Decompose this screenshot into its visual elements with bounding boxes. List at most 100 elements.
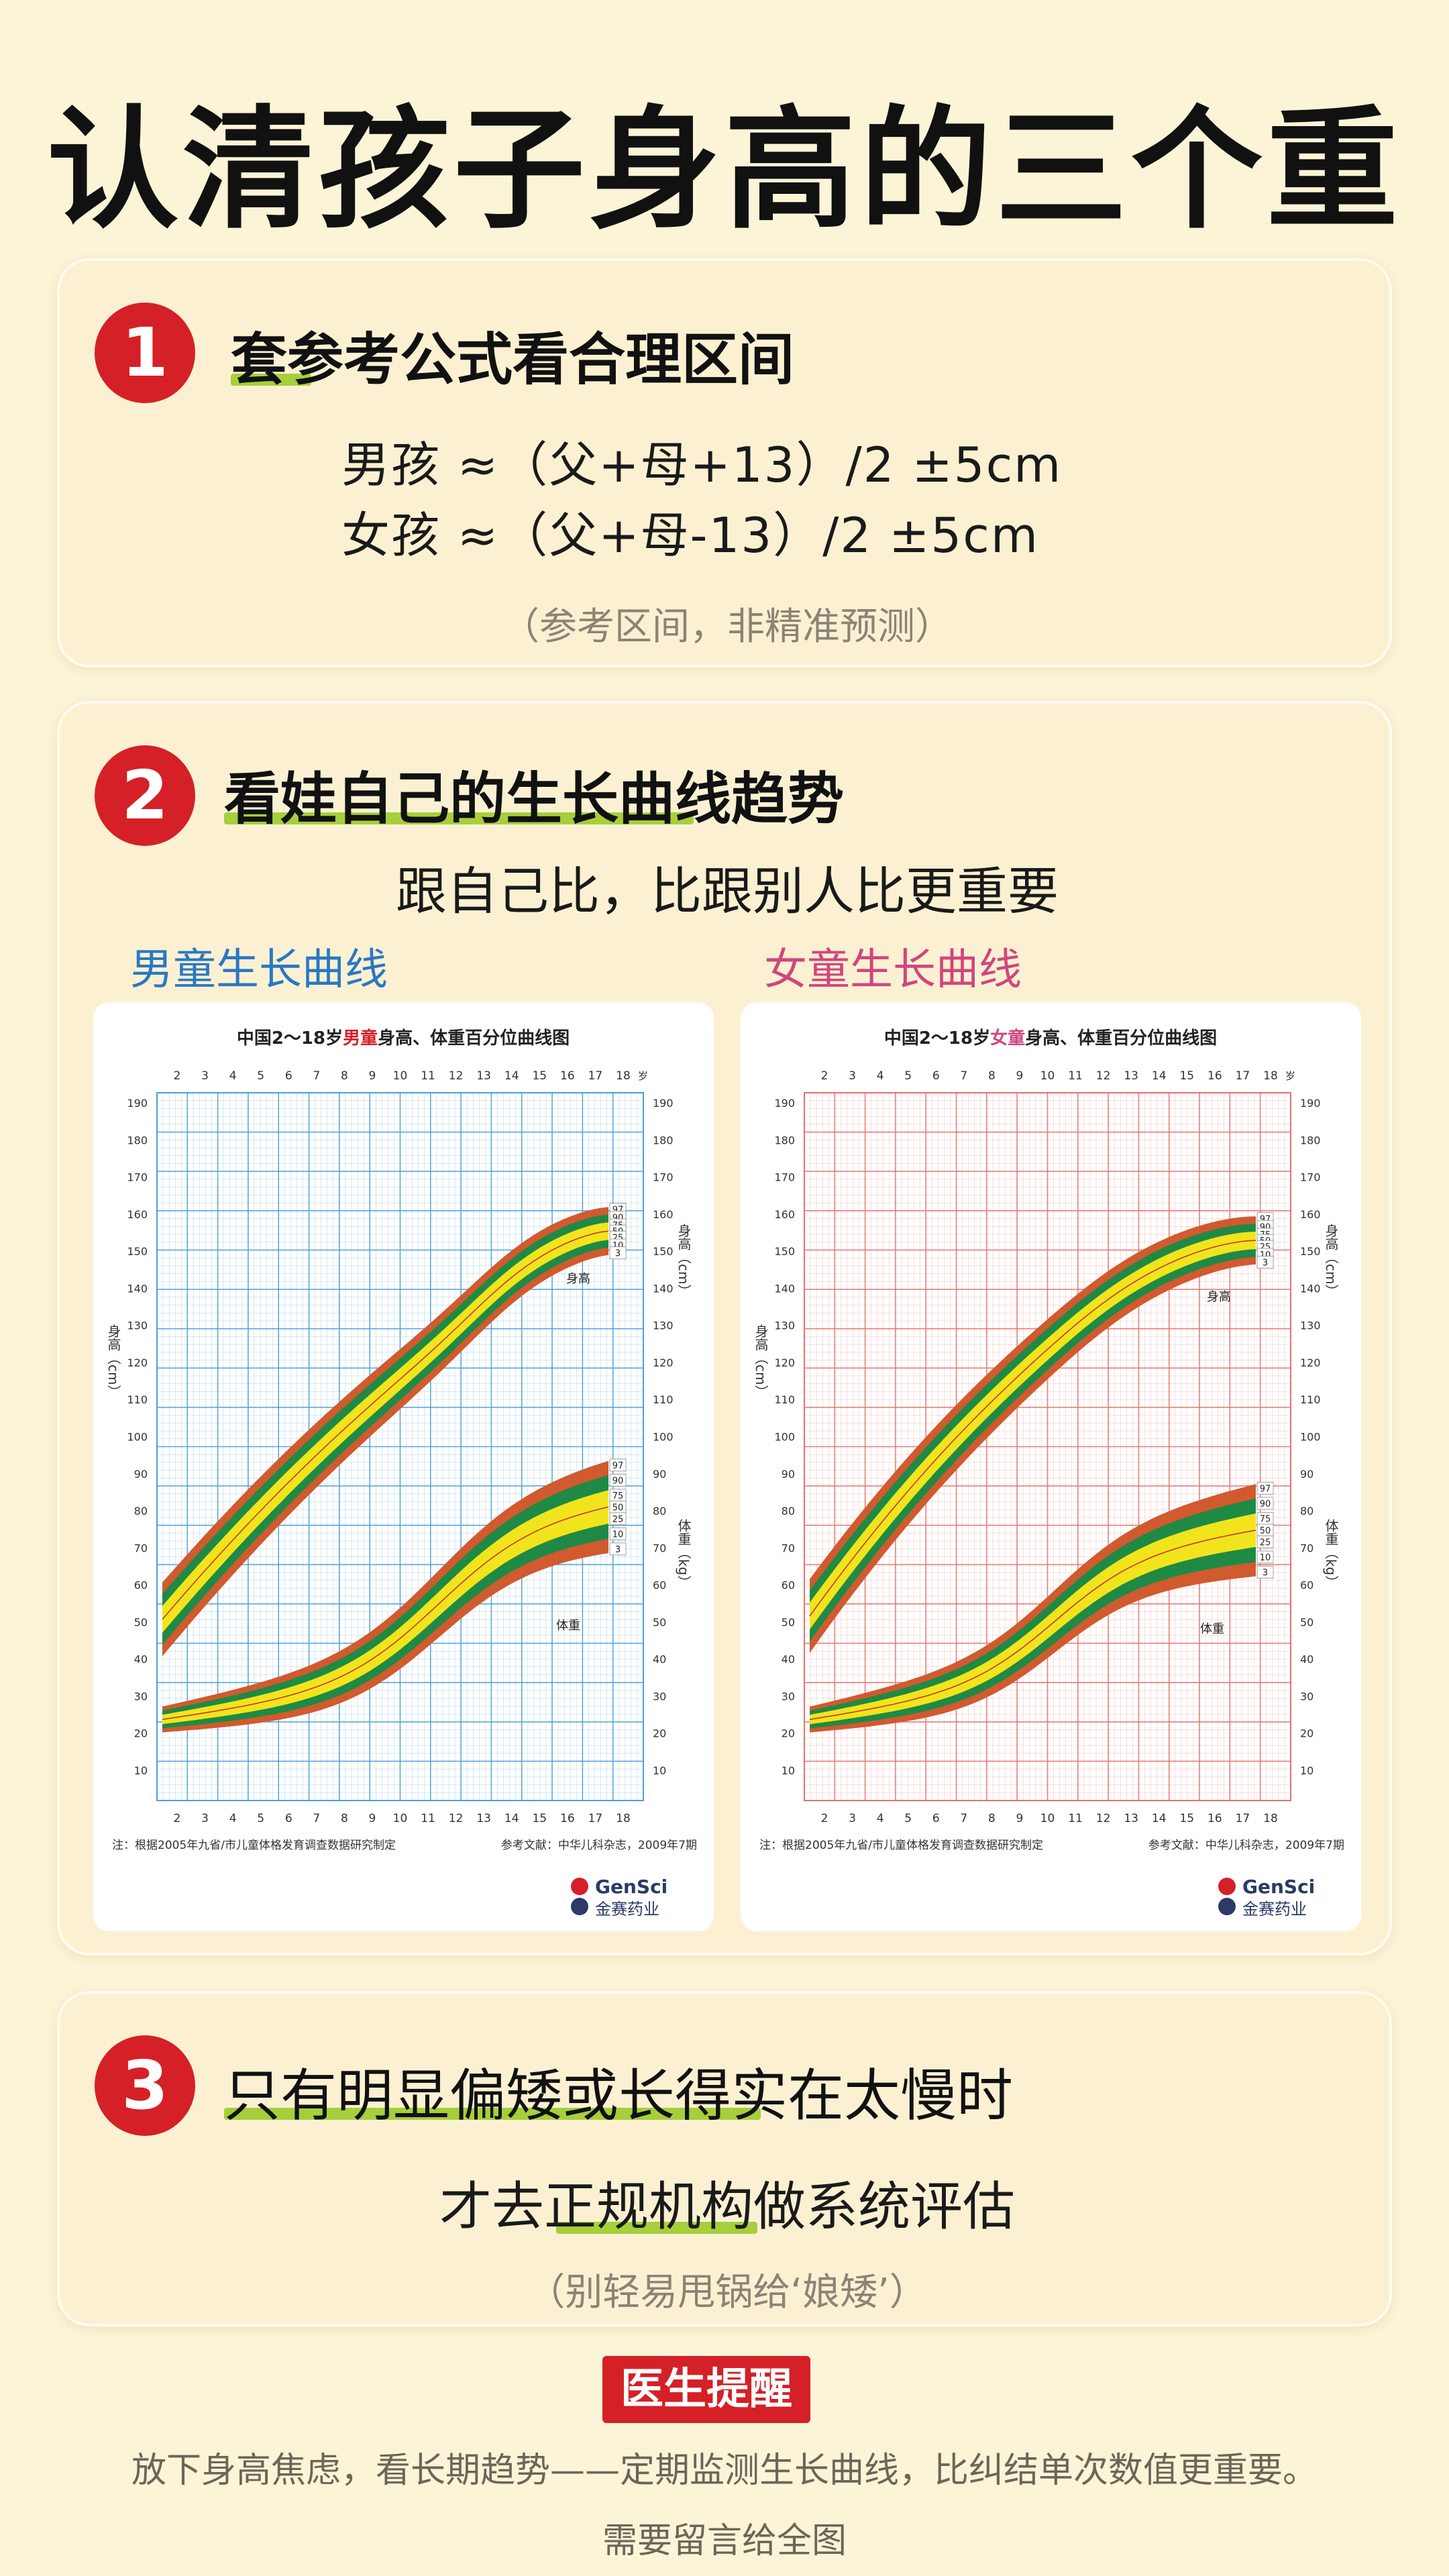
percentile-band-mid	[162, 1214, 608, 1645]
logo-text-cn: 金赛药业	[1242, 1900, 1307, 1919]
height-tick-left: 60	[134, 1579, 148, 1592]
height-tick-left: 60	[782, 1579, 795, 1592]
age-tick-top: 6	[285, 1069, 292, 1083]
height-tick-right: 80	[653, 1505, 666, 1517]
percentile-label: 25	[612, 1515, 624, 1525]
age-tick-bottom: 14	[1152, 1812, 1167, 1825]
height-tick-left: 80	[782, 1505, 795, 1517]
height-tick-left: 180	[774, 1134, 795, 1146]
doctor-reminder-text: 放下身高焦虑，看长期趋势——定期监测生长曲线，比纠结单次数值更重要。	[131, 2451, 1318, 2491]
height-tick-left: 40	[782, 1653, 795, 1666]
age-tick-top: 17	[1236, 1069, 1250, 1083]
doctor-reminder-badge: 医生提醒	[602, 2356, 810, 2423]
age-tick-top: 2	[174, 1069, 181, 1083]
formula-boy: 男孩 ≈（父+母+13）/2 ±5cm	[341, 437, 1063, 493]
height-tick-right: 170	[1300, 1171, 1321, 1184]
height-tick-left: 10	[782, 1764, 795, 1777]
age-tick-top: 10	[1040, 1069, 1055, 1083]
height-tick-right: 130	[653, 1320, 674, 1332]
height-tick-left: 100	[127, 1431, 148, 1444]
height-tick-right: 90	[653, 1468, 666, 1481]
section-3-card: 3 只有明显偏矮或长得实在太慢时 才去正规机构做系统评估 （别轻易甩锅给‘娘矮’…	[57, 1991, 1392, 2326]
height-tick-right: 100	[1300, 1431, 1321, 1444]
height-tick-right: 180	[1300, 1134, 1321, 1146]
section-3-underline-1	[224, 2108, 761, 2120]
age-tick-bottom: 10	[393, 1812, 408, 1825]
axis-title-right: 身高（cm）	[1323, 1224, 1339, 1298]
girl-chart-label: 女童生长曲线	[764, 945, 1022, 995]
age-tick-top: 7	[960, 1069, 967, 1083]
age-tick-top: 15	[532, 1069, 547, 1083]
age-tick-bottom: 15	[1179, 1812, 1194, 1825]
age-tick-bottom: 11	[1068, 1812, 1083, 1825]
height-tick-left: 140	[127, 1282, 148, 1295]
age-tick-bottom: 5	[257, 1812, 264, 1825]
height-tick-left: 170	[774, 1171, 795, 1184]
age-tick-bottom: 18	[1263, 1812, 1278, 1825]
age-unit: 岁	[638, 1070, 648, 1082]
height-tick-left: 20	[134, 1727, 148, 1740]
chart-footnote-left: 注：根据2005年九省/市儿童体格发育调查数据研究制定	[112, 1839, 396, 1852]
percentile-label: 3	[615, 1545, 621, 1555]
age-tick-bottom: 4	[877, 1812, 884, 1825]
formula-girl: 女孩 ≈（父+母-13）/2 ±5cm	[341, 507, 1039, 564]
chart-footnote-right: 参考文献：中华儿科杂志，2009年7期	[501, 1839, 697, 1852]
section-3-title: 只有明显偏矮或长得实在太慢时	[224, 2063, 1014, 2129]
height-tick-left: 160	[774, 1208, 795, 1221]
median-line	[162, 1230, 609, 1620]
section-2-title: 看娃自己的生长曲线趋势	[224, 766, 845, 832]
age-tick-top: 4	[229, 1069, 237, 1083]
boy-growth-chart: 中国2～18岁男童身高、体重百分位曲线图 2 2 3 3 4 4 5 5 6 6 7 7 8 8 9 9 10 10…	[93, 1002, 714, 1931]
height-tick-right: 170	[653, 1171, 674, 1184]
percentile-label: 50	[1260, 1526, 1271, 1536]
age-tick-bottom: 10	[1040, 1812, 1055, 1825]
age-tick-bottom: 5	[904, 1812, 912, 1825]
axis-title-right: 身高（cm）	[676, 1224, 692, 1298]
height-tick-left: 40	[134, 1653, 148, 1666]
logo-text-en: GenSci	[1242, 1876, 1315, 1898]
age-tick-top: 16	[1208, 1069, 1222, 1083]
age-tick-bottom: 17	[1236, 1812, 1250, 1825]
age-tick-bottom: 16	[560, 1812, 575, 1825]
age-tick-bottom: 13	[1124, 1812, 1138, 1825]
age-tick-bottom: 8	[988, 1812, 996, 1825]
age-tick-top: 9	[369, 1069, 376, 1083]
height-tick-left: 190	[774, 1097, 795, 1110]
section-3-number: 3	[95, 2035, 195, 2136]
age-tick-top: 18	[1263, 1069, 1278, 1083]
age-tick-bottom: 16	[1208, 1812, 1222, 1825]
height-tick-right: 10	[653, 1764, 666, 1777]
percentile-band-inner	[810, 1513, 1256, 1725]
age-tick-bottom: 3	[849, 1812, 856, 1825]
height-tick-left: 180	[127, 1134, 148, 1146]
boy-chart-svg: 中国2～18岁男童身高、体重百分位曲线图 2 2 3 3 4 4 5 5 6 6 7 7 8 8 9 9 10 10…	[105, 1028, 697, 1919]
percentile-label: 25	[1260, 1538, 1271, 1548]
height-tick-left: 10	[134, 1764, 148, 1777]
height-tick-right: 30	[1300, 1690, 1313, 1703]
age-tick-bottom: 3	[201, 1812, 209, 1825]
girl-chart-svg: 中国2～18岁女童身高、体重百分位曲线图 2 2 3 3 4 4 5 5 6 6 7 7 8 8 9 9 10 10…	[753, 1028, 1344, 1919]
age-tick-top: 11	[421, 1069, 435, 1083]
height-tick-right: 180	[653, 1134, 674, 1146]
age-tick-top: 14	[504, 1069, 519, 1083]
height-tick-right: 50	[1300, 1616, 1313, 1629]
age-tick-bottom: 2	[821, 1812, 828, 1825]
percentile-label-box	[1256, 1566, 1274, 1578]
age-tick-top: 6	[932, 1069, 940, 1083]
age-tick-bottom: 8	[341, 1812, 348, 1825]
height-tick-right: 150	[653, 1245, 674, 1258]
age-tick-top: 10	[393, 1069, 408, 1083]
chart-heading: 中国2～18岁男童身高、体重百分位曲线图	[237, 1028, 570, 1049]
age-tick-top: 12	[1096, 1069, 1111, 1083]
age-tick-bottom: 2	[174, 1812, 181, 1825]
age-tick-top: 5	[257, 1069, 264, 1083]
age-tick-bottom: 11	[421, 1812, 435, 1825]
height-tick-left: 120	[774, 1356, 795, 1369]
age-tick-bottom: 4	[229, 1812, 237, 1825]
percentile-label: 75	[612, 1491, 624, 1501]
girl-growth-chart: 中国2～18岁女童身高、体重百分位曲线图 2 2 3 3 4 4 5 5 6 6 7 7 8 8 9 9 10 10…	[741, 1002, 1361, 1931]
age-tick-top: 14	[1152, 1069, 1167, 1083]
height-tick-right: 110	[1300, 1393, 1321, 1406]
age-tick-bottom: 15	[532, 1812, 547, 1825]
percentile-band-inner	[162, 1490, 608, 1725]
